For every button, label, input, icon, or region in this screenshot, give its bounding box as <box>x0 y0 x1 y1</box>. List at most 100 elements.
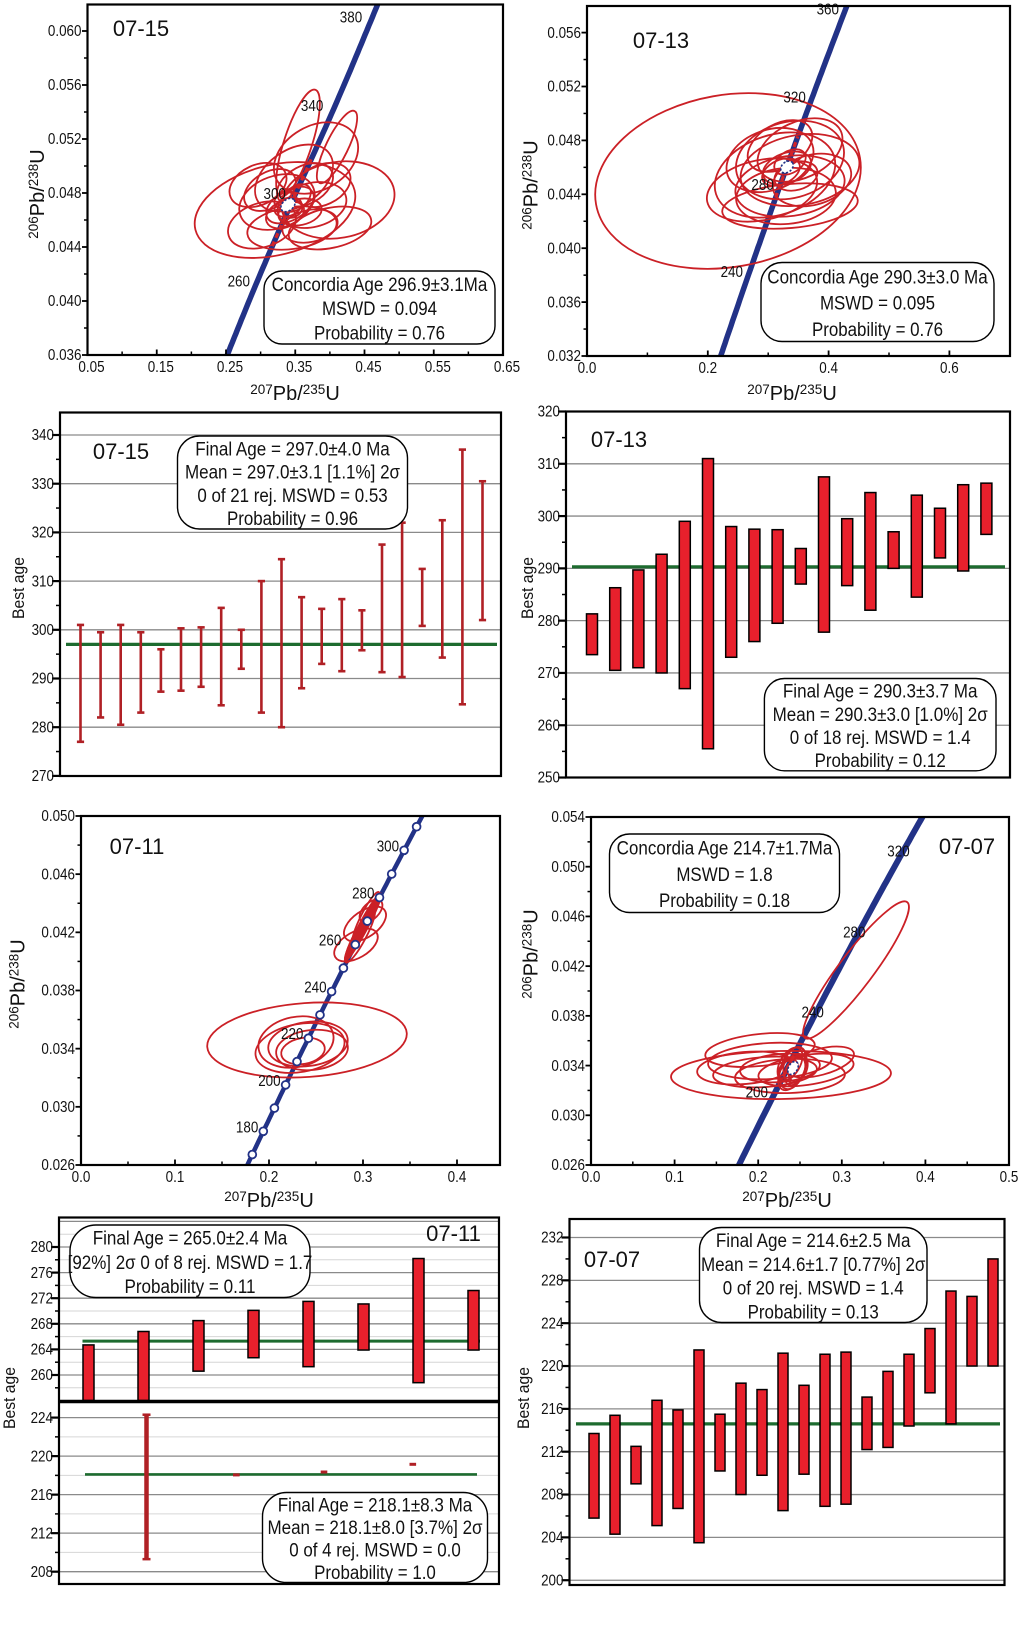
svg-text:0.048: 0.048 <box>547 133 581 150</box>
svg-text:206Pb/238U: 206Pb/238U <box>520 909 543 999</box>
svg-text:07-07: 07-07 <box>584 1247 640 1272</box>
svg-text:360: 360 <box>817 1 839 18</box>
svg-text:0 of 21 rej. MSWD = 0.53: 0 of 21 rej. MSWD = 0.53 <box>197 486 387 507</box>
svg-text:280: 280 <box>751 177 773 194</box>
svg-text:340: 340 <box>32 427 54 444</box>
svg-text:0.65: 0.65 <box>494 359 520 376</box>
svg-text:Final Age = 297.0±4.0 Ma: Final Age = 297.0±4.0 Ma <box>195 439 390 460</box>
svg-text:260: 260 <box>31 1367 53 1384</box>
svg-text:0.15: 0.15 <box>148 359 174 376</box>
svg-text:320: 320 <box>783 89 805 106</box>
svg-text:300: 300 <box>377 838 399 855</box>
svg-text:340: 340 <box>301 98 323 115</box>
svg-text:0.042: 0.042 <box>551 958 585 975</box>
svg-text:0.4: 0.4 <box>448 1169 467 1186</box>
svg-text:Probability = 0.96: Probability = 0.96 <box>227 509 358 530</box>
svg-text:0.060: 0.060 <box>48 23 82 40</box>
svg-text:216: 216 <box>31 1487 53 1504</box>
svg-text:0.4: 0.4 <box>916 1169 935 1186</box>
svg-text:300: 300 <box>538 508 560 525</box>
svg-text:Probability = 0.76: Probability = 0.76 <box>812 320 943 341</box>
svg-text:260: 260 <box>319 933 341 950</box>
svg-text:0.042: 0.042 <box>41 925 75 942</box>
svg-text:MSWD = 0.094: MSWD = 0.094 <box>322 299 437 320</box>
svg-text:280: 280 <box>31 1239 53 1256</box>
svg-text:0.054: 0.054 <box>551 809 585 826</box>
svg-text:Final Age = 214.6±2.5 Ma: Final Age = 214.6±2.5 Ma <box>716 1231 911 1252</box>
svg-text:0.35: 0.35 <box>286 359 312 376</box>
svg-text:0.0: 0.0 <box>582 1169 601 1186</box>
svg-text:320: 320 <box>32 525 54 542</box>
svg-text:212: 212 <box>541 1444 563 1461</box>
svg-text:07-13: 07-13 <box>591 427 647 452</box>
svg-text:0.25: 0.25 <box>217 359 243 376</box>
svg-text:0.3: 0.3 <box>832 1169 851 1186</box>
svg-text:Mean = 218.1±8.0 [3.7%] 2σ: Mean = 218.1±8.0 [3.7%] 2σ <box>267 1518 482 1539</box>
svg-text:07-11: 07-11 <box>110 834 165 859</box>
svg-text:0.036: 0.036 <box>547 294 581 311</box>
svg-text:0.030: 0.030 <box>551 1108 585 1125</box>
svg-text:207Pb/235U: 207Pb/235U <box>742 1189 832 1212</box>
svg-text:Mean = 297.0±3.1 [1.1%] 2σ: Mean = 297.0±3.1 [1.1%] 2σ <box>185 463 400 484</box>
svg-text:Probability = 0.18: Probability = 0.18 <box>659 891 790 912</box>
svg-text:270: 270 <box>32 768 54 785</box>
svg-text:0.046: 0.046 <box>551 909 585 926</box>
svg-text:Probability = 0.11: Probability = 0.11 <box>124 1277 255 1298</box>
svg-text:220: 220 <box>541 1358 563 1375</box>
svg-text:264: 264 <box>31 1342 53 1359</box>
svg-text:224: 224 <box>541 1315 563 1332</box>
svg-text:0.2: 0.2 <box>749 1169 768 1186</box>
svg-text:07-15: 07-15 <box>93 439 149 464</box>
svg-text:212: 212 <box>31 1525 53 1542</box>
svg-text:310: 310 <box>32 573 54 590</box>
svg-text:380: 380 <box>340 9 362 26</box>
svg-text:204: 204 <box>541 1530 563 1547</box>
svg-text:216: 216 <box>541 1401 563 1418</box>
svg-text:07-11: 07-11 <box>426 1221 481 1246</box>
svg-text:224: 224 <box>31 1410 53 1427</box>
svg-text:Best age: Best age <box>515 1367 533 1429</box>
svg-text:Best age: Best age <box>519 557 537 619</box>
svg-text:0.45: 0.45 <box>355 359 381 376</box>
svg-text:Final Age = 265.0±2.4 Ma: Final Age = 265.0±2.4 Ma <box>93 1229 288 1250</box>
svg-text:290: 290 <box>538 561 560 578</box>
svg-text:Probability = 1.0: Probability = 1.0 <box>314 1563 436 1584</box>
svg-text:0.55: 0.55 <box>425 359 451 376</box>
svg-text:0 of 20 rej. MSWD = 1.4: 0 of 20 rej. MSWD = 1.4 <box>723 1279 904 1300</box>
svg-text:250: 250 <box>538 770 560 787</box>
svg-text:280: 280 <box>352 886 374 903</box>
svg-text:07-07: 07-07 <box>939 834 995 859</box>
svg-text:280: 280 <box>538 613 560 630</box>
svg-text:200: 200 <box>541 1572 563 1589</box>
svg-text:206Pb/238U: 206Pb/238U <box>520 140 543 230</box>
svg-text:260: 260 <box>228 273 250 290</box>
svg-text:200: 200 <box>746 1085 768 1102</box>
svg-text:Best age: Best age <box>10 557 28 619</box>
svg-text:290: 290 <box>32 671 54 688</box>
svg-text:208: 208 <box>31 1564 53 1581</box>
svg-text:0.0: 0.0 <box>578 360 597 377</box>
svg-text:0.050: 0.050 <box>551 859 585 876</box>
svg-text:300: 300 <box>264 186 286 203</box>
svg-text:280: 280 <box>843 924 865 941</box>
svg-text:Probability = 0.12: Probability = 0.12 <box>815 751 946 772</box>
svg-text:240: 240 <box>304 980 326 997</box>
svg-text:0 of 4 rej. MSWD = 0.0: 0 of 4 rej. MSWD = 0.0 <box>289 1540 461 1561</box>
svg-text:280: 280 <box>32 719 54 736</box>
svg-text:0.2: 0.2 <box>698 360 717 377</box>
svg-text:0.1: 0.1 <box>166 1169 185 1186</box>
svg-text:206Pb/238U: 206Pb/238U <box>7 939 30 1029</box>
svg-text:232: 232 <box>541 1230 563 1247</box>
svg-text:0.2: 0.2 <box>260 1169 279 1186</box>
svg-text:208: 208 <box>541 1487 563 1504</box>
svg-text:07-15: 07-15 <box>113 16 169 41</box>
svg-text:206Pb/238U: 206Pb/238U <box>26 149 49 239</box>
svg-text:07-13: 07-13 <box>633 28 689 53</box>
svg-text:0.052: 0.052 <box>48 131 82 148</box>
svg-text:0 of 18 rej. MSWD = 1.4: 0 of 18 rej. MSWD = 1.4 <box>790 728 971 749</box>
svg-text:300: 300 <box>32 622 54 639</box>
svg-text:0.052: 0.052 <box>547 79 581 96</box>
svg-text:Probability = 0.76: Probability = 0.76 <box>314 324 445 345</box>
svg-text:320: 320 <box>887 844 909 861</box>
svg-text:0.032: 0.032 <box>547 348 581 365</box>
